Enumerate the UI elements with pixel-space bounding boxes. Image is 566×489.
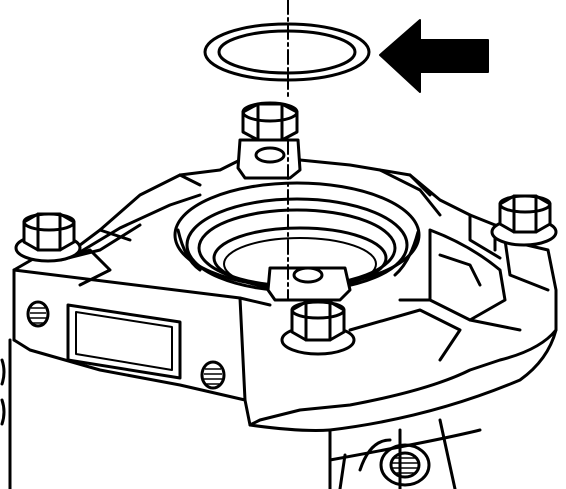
o-ring-seal (203, 22, 371, 82)
right-port (200, 360, 226, 390)
arrow-left-icon (379, 19, 489, 93)
bolt-front (280, 300, 356, 356)
housing-cover (12, 138, 558, 427)
front-tab (266, 266, 352, 302)
rear-tab (236, 138, 302, 180)
left-port (26, 300, 50, 328)
mounting-slot (66, 303, 182, 380)
bolt-left (14, 212, 82, 263)
bolt-rear-center (241, 101, 299, 142)
pump-body (0, 328, 558, 489)
bolt-right (490, 194, 558, 247)
lower-port (379, 443, 431, 487)
